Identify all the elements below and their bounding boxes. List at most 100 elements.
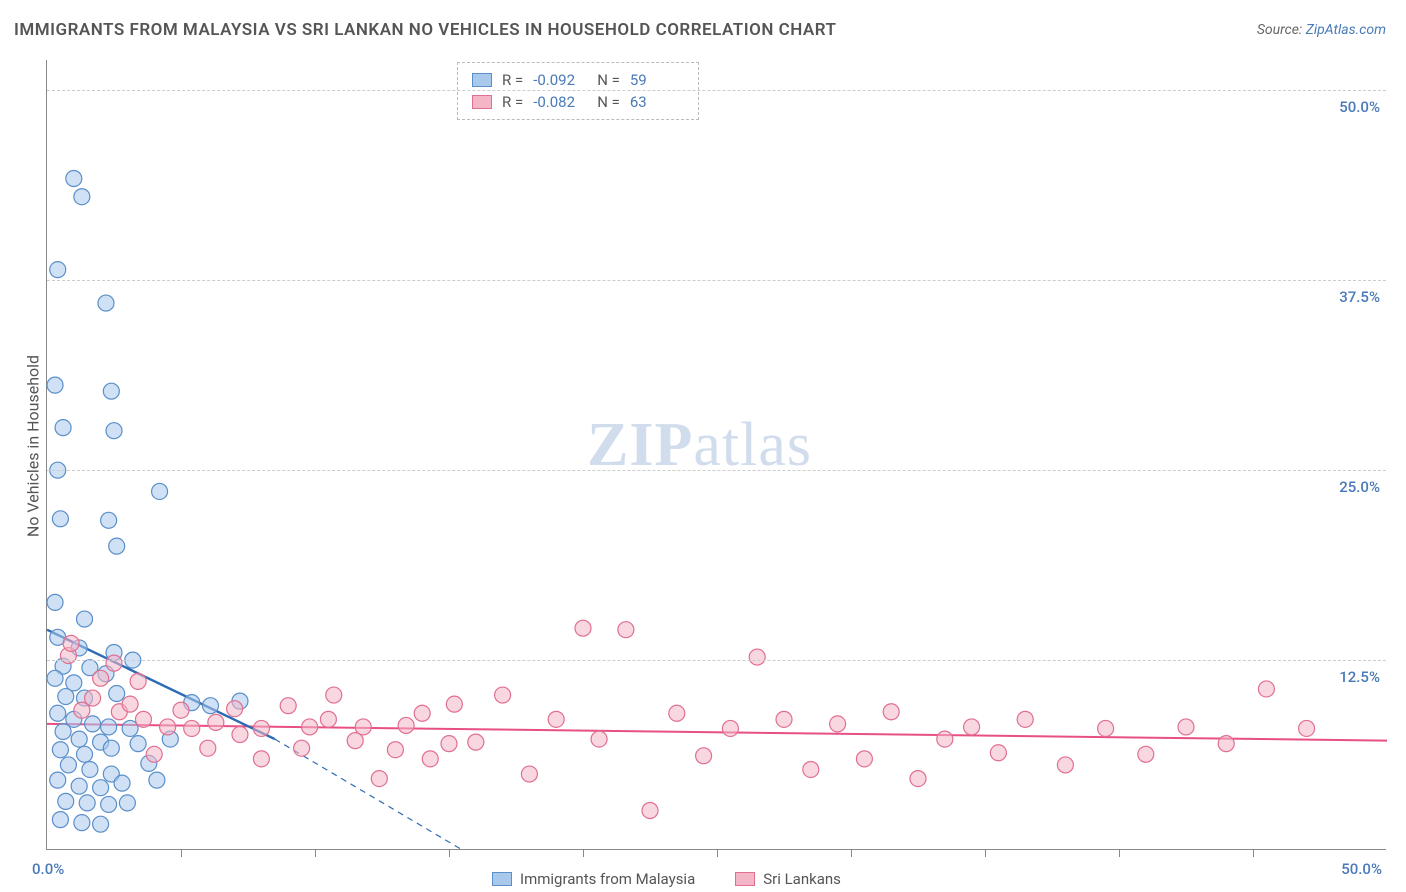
point-srilanka — [122, 696, 138, 712]
point-malaysia — [103, 383, 119, 399]
gridline-h — [47, 280, 1386, 281]
point-srilanka — [253, 751, 269, 767]
y-tick-label: 37.5% — [1339, 288, 1380, 306]
x-tick — [1119, 849, 1120, 857]
point-srilanka — [1017, 711, 1033, 727]
point-srilanka — [294, 740, 310, 756]
legend-item-malaysia: Immigrants from Malaysia — [492, 870, 695, 888]
point-srilanka — [232, 727, 248, 743]
point-malaysia — [130, 736, 146, 752]
point-srilanka — [160, 719, 176, 735]
point-malaysia — [77, 611, 93, 627]
plot-area: R = -0.092 N = 59 R = -0.082 N = 63 ZIPa… — [46, 60, 1386, 850]
legend-label-srilanka: Sri Lankans — [763, 870, 841, 888]
swatch-malaysia — [472, 73, 492, 87]
point-malaysia — [119, 795, 135, 811]
point-malaysia — [93, 816, 109, 832]
point-srilanka — [387, 742, 403, 758]
point-srilanka — [937, 731, 953, 747]
point-srilanka — [146, 746, 162, 762]
stats-row-malaysia: R = -0.092 N = 59 — [472, 69, 684, 91]
point-srilanka — [521, 766, 537, 782]
point-srilanka — [468, 734, 484, 750]
legend-swatch-srilanka — [735, 872, 755, 886]
chart-title: IMMIGRANTS FROM MALAYSIA VS SRI LANKAN N… — [14, 20, 836, 40]
point-malaysia — [47, 377, 63, 393]
y-axis-label: No Vehicles in Household — [24, 355, 43, 537]
stats-row-srilanka: R = -0.082 N = 63 — [472, 91, 684, 113]
point-srilanka — [135, 711, 151, 727]
point-malaysia — [202, 698, 218, 714]
point-malaysia — [52, 812, 68, 828]
point-malaysia — [109, 538, 125, 554]
point-srilanka — [1299, 720, 1315, 736]
point-srilanka — [776, 711, 792, 727]
point-malaysia — [74, 815, 90, 831]
x-axis-origin-label: 0.0% — [32, 860, 64, 878]
point-malaysia — [79, 795, 95, 811]
point-malaysia — [152, 483, 168, 499]
point-srilanka — [302, 719, 318, 735]
point-srilanka — [441, 736, 457, 752]
n-value-srilanka: 63 — [630, 93, 684, 111]
point-srilanka — [355, 719, 371, 735]
n-label: N = — [597, 71, 620, 89]
point-malaysia — [106, 423, 122, 439]
point-malaysia — [50, 772, 66, 788]
point-malaysia — [71, 731, 87, 747]
point-srilanka — [227, 701, 243, 717]
x-tick — [851, 849, 852, 857]
point-srilanka — [398, 717, 414, 733]
point-srilanka — [1258, 681, 1274, 697]
point-malaysia — [55, 420, 71, 436]
point-srilanka — [910, 771, 926, 787]
point-srilanka — [326, 687, 342, 703]
point-srilanka — [173, 702, 189, 718]
n-value-malaysia: 59 — [630, 71, 684, 89]
point-srilanka — [130, 673, 146, 689]
x-axis-legend: Immigrants from Malaysia Sri Lankans — [492, 870, 841, 888]
point-srilanka — [93, 670, 109, 686]
point-malaysia — [101, 512, 117, 528]
point-srilanka — [548, 711, 564, 727]
y-tick-label: 25.0% — [1339, 478, 1380, 496]
x-tick — [315, 849, 316, 857]
x-tick — [181, 849, 182, 857]
point-malaysia — [52, 511, 68, 527]
point-srilanka — [964, 719, 980, 735]
gridline-h — [47, 660, 1386, 661]
point-srilanka — [1178, 719, 1194, 735]
n-label: N = — [597, 93, 620, 111]
swatch-srilanka — [472, 95, 492, 109]
point-malaysia — [58, 793, 74, 809]
point-malaysia — [50, 262, 66, 278]
r-value-malaysia: -0.092 — [533, 71, 587, 89]
gridline-h — [47, 90, 1386, 91]
point-malaysia — [60, 757, 76, 773]
point-srilanka — [591, 731, 607, 747]
legend-swatch-malaysia — [492, 872, 512, 886]
point-srilanka — [990, 745, 1006, 761]
point-malaysia — [71, 778, 87, 794]
point-srilanka — [200, 740, 216, 756]
point-srilanka — [883, 704, 899, 720]
point-srilanka — [320, 711, 336, 727]
point-srilanka — [422, 751, 438, 767]
point-srilanka — [1218, 736, 1234, 752]
point-malaysia — [58, 689, 74, 705]
source-attribution: Source: ZipAtlas.com — [1257, 22, 1386, 38]
point-malaysia — [114, 775, 130, 791]
x-tick — [985, 849, 986, 857]
point-malaysia — [47, 670, 63, 686]
point-srilanka — [495, 687, 511, 703]
point-malaysia — [149, 772, 165, 788]
point-srilanka — [63, 635, 79, 651]
legend-label-malaysia: Immigrants from Malaysia — [520, 870, 695, 888]
point-malaysia — [50, 705, 66, 721]
point-malaysia — [55, 724, 71, 740]
point-malaysia — [85, 716, 101, 732]
point-malaysia — [101, 796, 117, 812]
r-label: R = — [502, 93, 523, 111]
point-srilanka — [830, 716, 846, 732]
source-link[interactable]: ZipAtlas.com — [1306, 22, 1386, 38]
